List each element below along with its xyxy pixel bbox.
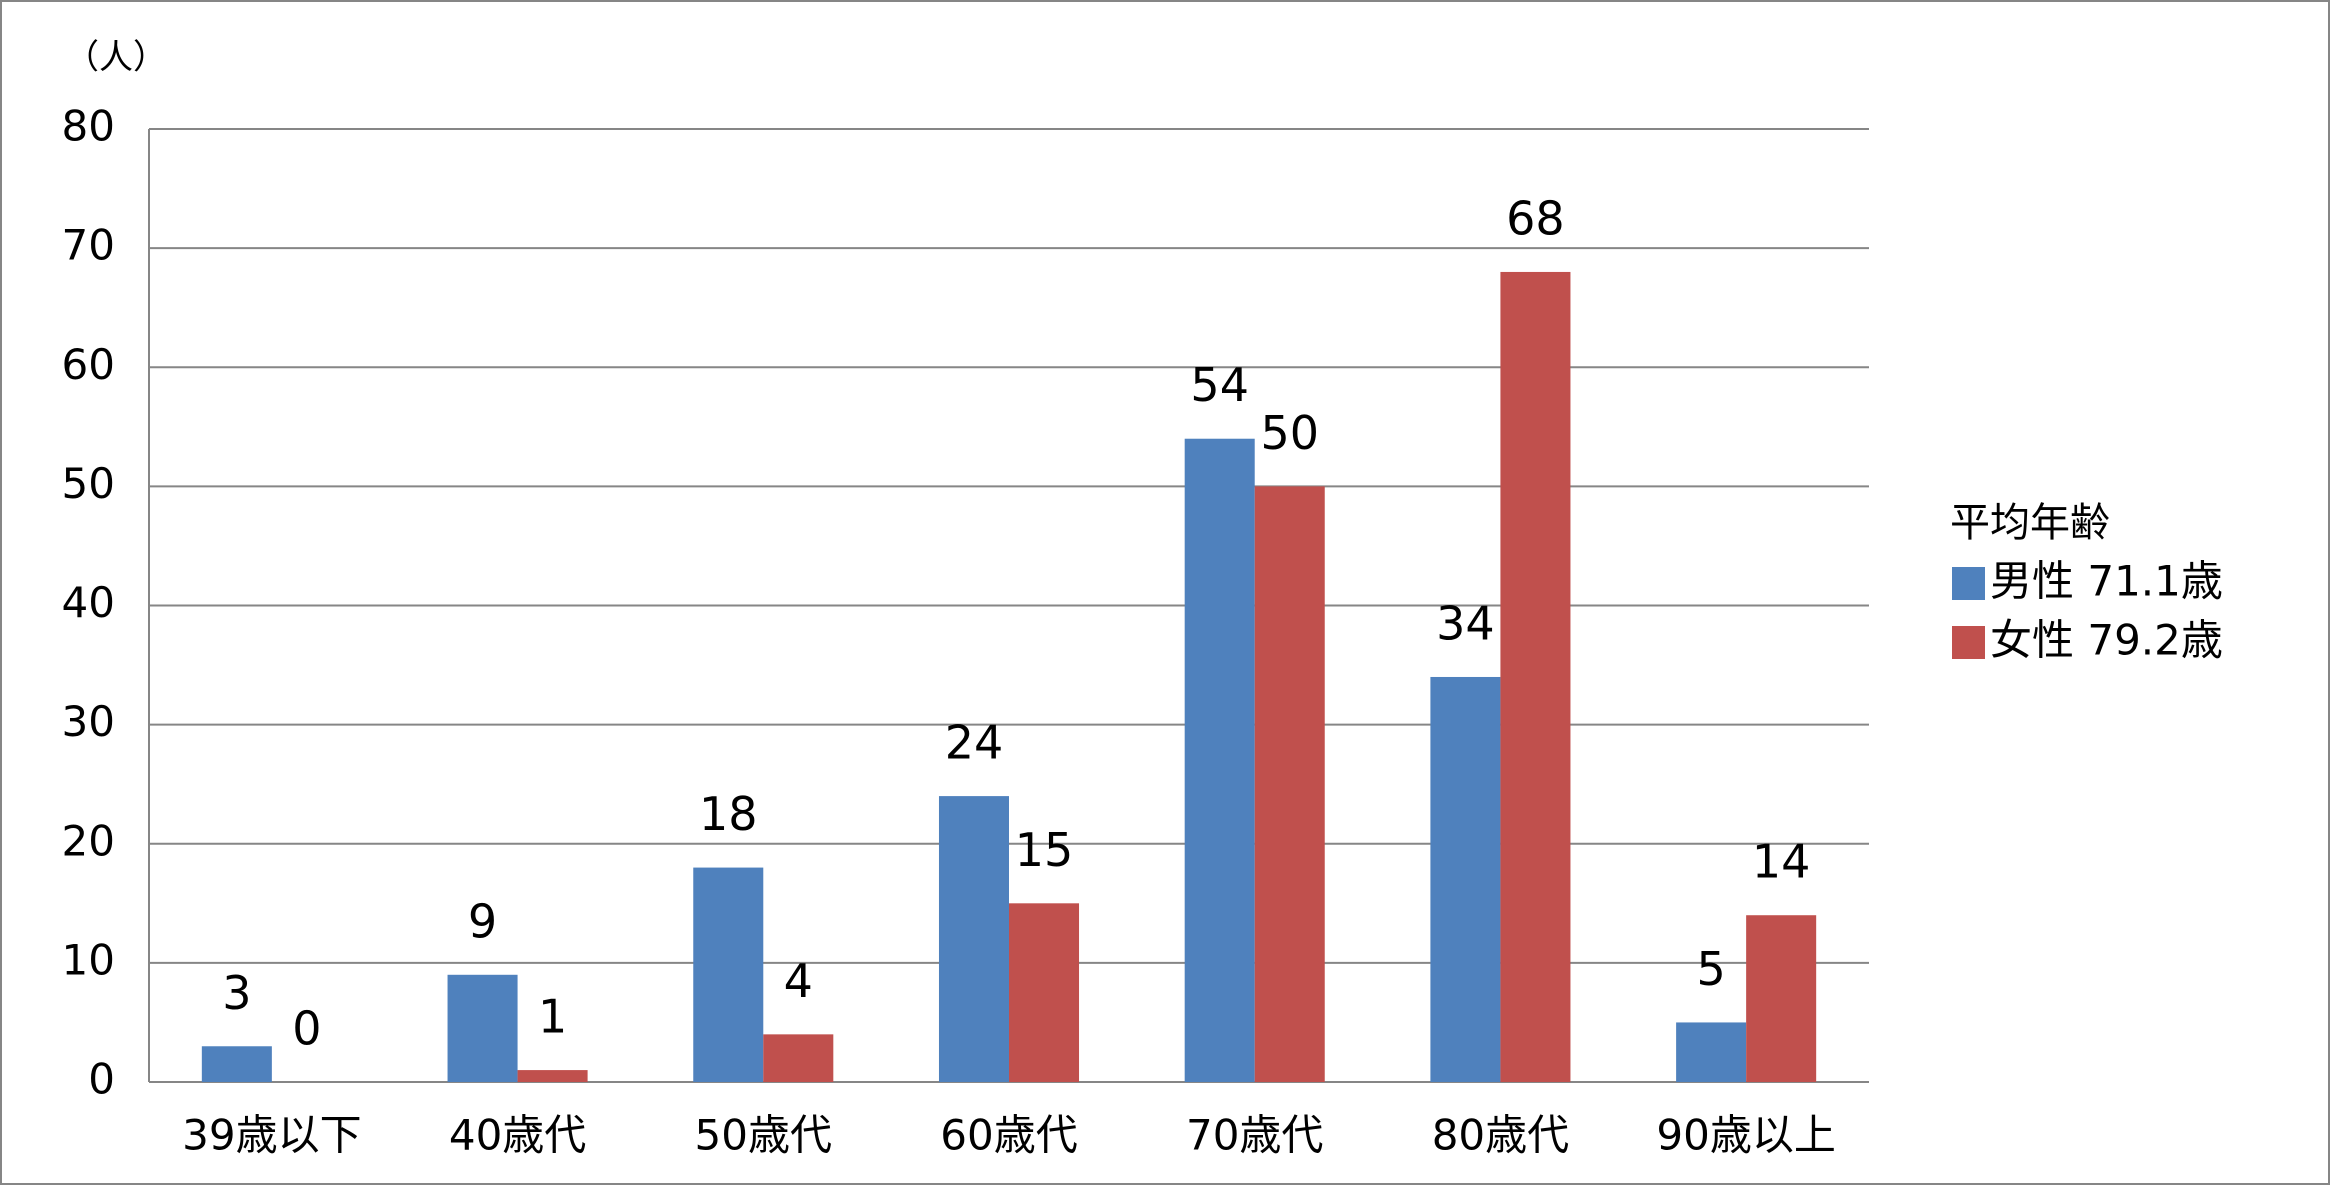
bar bbox=[1184, 438, 1255, 1083]
bar bbox=[1500, 271, 1571, 1082]
data-label: 24 bbox=[945, 716, 1004, 770]
data-label: 5 bbox=[1696, 942, 1725, 996]
data-label: 15 bbox=[1015, 823, 1074, 877]
x-tick-label: 70歳代 bbox=[1186, 1111, 1323, 1160]
data-label: 18 bbox=[699, 787, 758, 841]
legend-swatch bbox=[1952, 567, 1985, 600]
y-tick-label: 20 bbox=[62, 816, 115, 865]
x-tick-label: 40歳代 bbox=[449, 1111, 586, 1160]
y-tick-label: 70 bbox=[62, 221, 115, 270]
data-label: 3 bbox=[222, 966, 251, 1020]
data-label: 9 bbox=[468, 894, 497, 948]
y-tick-label: 50 bbox=[62, 459, 115, 508]
legend-title: 平均年齢 bbox=[1950, 500, 2110, 546]
data-label: 14 bbox=[1752, 835, 1811, 889]
bar bbox=[517, 1070, 588, 1082]
bar bbox=[1746, 915, 1817, 1082]
bar bbox=[1009, 903, 1080, 1082]
x-tick-label: 50歳代 bbox=[695, 1111, 832, 1160]
y-tick-label: 0 bbox=[88, 1055, 115, 1104]
x-tick-label: 90歳以上 bbox=[1656, 1111, 1835, 1160]
bar bbox=[201, 1046, 272, 1082]
data-label: 1 bbox=[538, 990, 567, 1044]
bar bbox=[1430, 676, 1501, 1082]
bar bbox=[1254, 486, 1325, 1082]
legend-label: 女性 79.2歳 bbox=[1990, 616, 2223, 665]
data-label: 4 bbox=[784, 954, 813, 1008]
y-tick-label: 40 bbox=[62, 578, 115, 627]
legend-label: 男性 71.1歳 bbox=[1990, 557, 2223, 606]
legend-swatch bbox=[1952, 626, 1985, 659]
data-label: 0 bbox=[292, 1002, 321, 1056]
bar bbox=[938, 796, 1009, 1082]
data-label: 54 bbox=[1190, 358, 1249, 412]
unit-label: （人） bbox=[65, 38, 167, 78]
bar bbox=[763, 1034, 834, 1082]
bar bbox=[1676, 1022, 1747, 1082]
y-tick-label: 80 bbox=[62, 102, 115, 151]
data-label: 34 bbox=[1436, 596, 1495, 650]
bar bbox=[447, 974, 518, 1082]
y-tick-label: 30 bbox=[62, 697, 115, 746]
x-tick-label: 39歳以下 bbox=[182, 1111, 361, 1160]
data-label: 68 bbox=[1506, 191, 1565, 245]
bar bbox=[693, 867, 764, 1082]
y-tick-label: 60 bbox=[62, 340, 115, 389]
x-tick-label: 60歳代 bbox=[940, 1111, 1077, 1160]
x-tick-label: 80歳代 bbox=[1432, 1111, 1569, 1160]
y-tick-label: 10 bbox=[62, 935, 115, 984]
data-label: 50 bbox=[1260, 406, 1319, 460]
